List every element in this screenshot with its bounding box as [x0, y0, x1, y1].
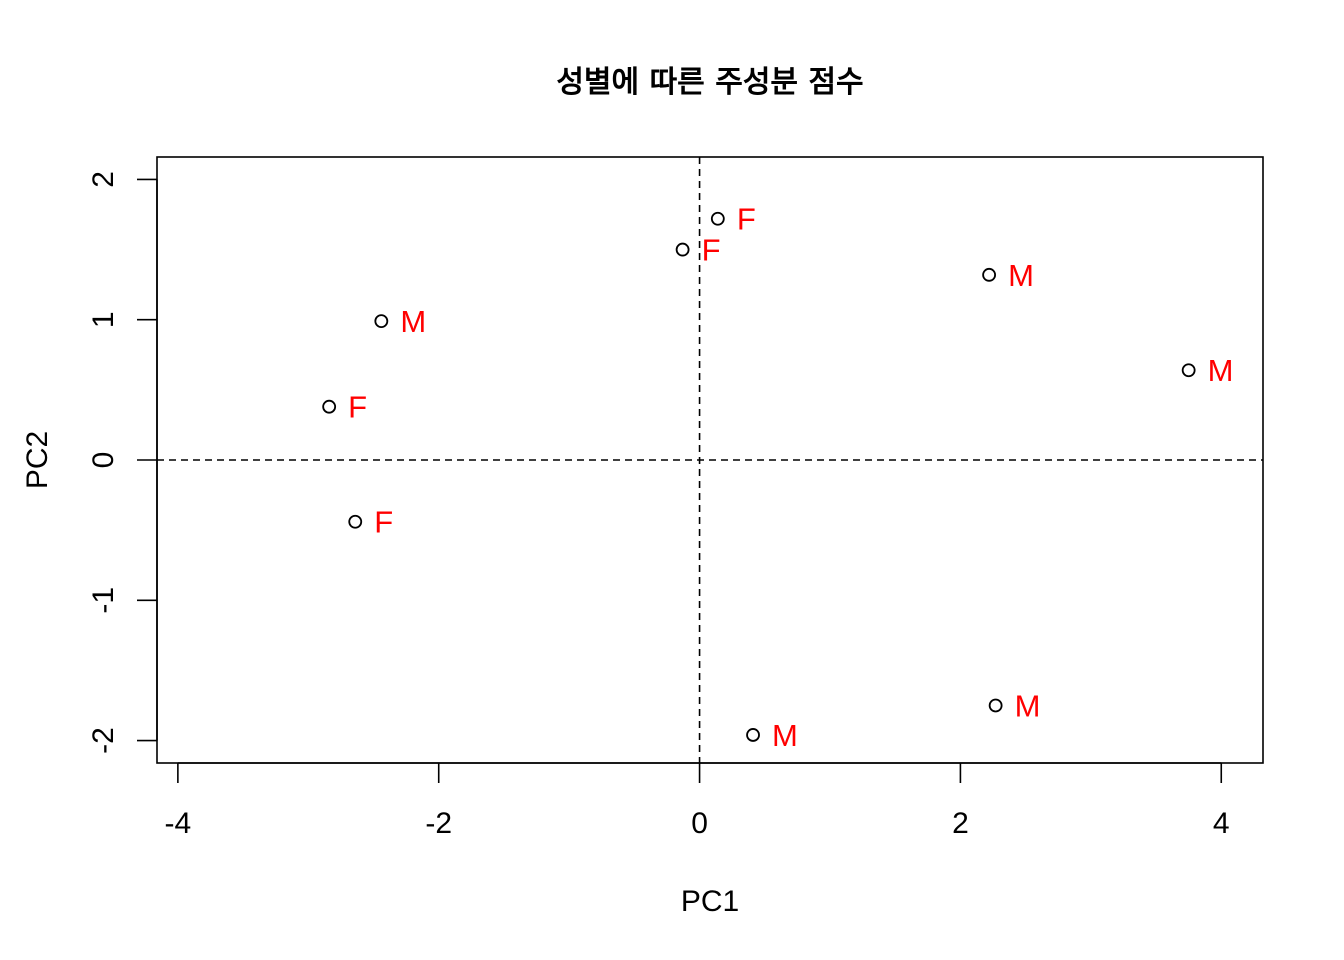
data-point	[988, 698, 1003, 713]
data-point-label: F	[737, 202, 756, 237]
y-axis: -2 -1 0 1 2	[87, 171, 158, 754]
data-point	[348, 514, 363, 529]
data-point-label: F	[374, 505, 393, 540]
data-point-label: M	[1015, 688, 1041, 723]
x-tick-label: -4	[165, 807, 192, 840]
data-point-label: F	[702, 233, 721, 268]
y-tick-label: -2	[87, 727, 120, 754]
data-point	[675, 242, 690, 257]
x-tick-label: -2	[425, 807, 452, 840]
data-point-label: M	[772, 718, 798, 753]
data-point	[746, 728, 760, 742]
data-point	[322, 399, 337, 414]
y-tick-label: 1	[87, 311, 120, 328]
y-tick-label: 0	[87, 452, 120, 469]
x-tick-label: 4	[1213, 807, 1230, 840]
y-tick-label: -1	[87, 587, 120, 614]
x-axis: -4 -2 0 2 4	[165, 762, 1230, 840]
data-point-label: F	[348, 390, 367, 425]
x-axis-label: PC1	[681, 885, 739, 918]
data-point-label: M	[1208, 353, 1234, 388]
data-point	[710, 211, 725, 226]
data-point	[1181, 363, 1196, 378]
x-tick-label: 0	[691, 807, 708, 840]
data-point-label: M	[400, 304, 426, 339]
y-tick-label: 2	[87, 171, 120, 188]
data-point	[982, 267, 997, 282]
data-point	[374, 314, 389, 329]
data-point-label: M	[1008, 258, 1034, 293]
chart-title: 성별에 따른 주성분 점수	[556, 65, 863, 100]
y-axis-label: PC2	[21, 431, 54, 489]
x-tick-label: 2	[952, 807, 969, 840]
